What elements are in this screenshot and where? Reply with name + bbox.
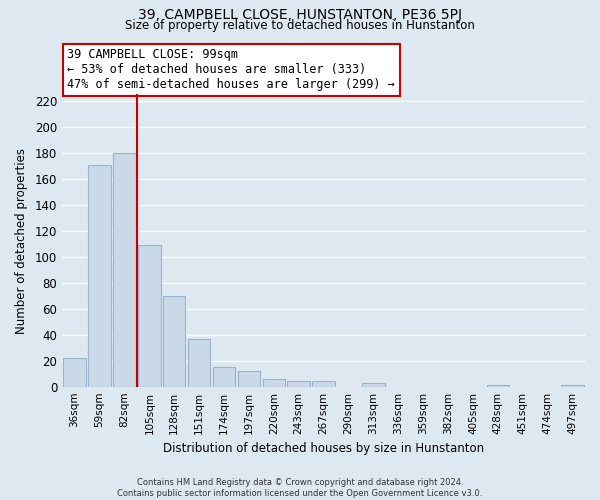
Bar [64,358,86,386]
Text: 39, CAMPBELL CLOSE, HUNSTANTON, PE36 5PJ: 39, CAMPBELL CLOSE, HUNSTANTON, PE36 5PJ [138,8,462,22]
Bar [138,245,161,386]
Bar [263,379,285,386]
Bar [362,383,385,386]
Text: Contains HM Land Registry data © Crown copyright and database right 2024.
Contai: Contains HM Land Registry data © Crown c… [118,478,482,498]
Bar [163,296,185,386]
Bar [188,338,211,386]
Bar [113,153,136,386]
X-axis label: Distribution of detached houses by size in Hunstanton: Distribution of detached houses by size … [163,442,484,455]
Bar [287,382,310,386]
Bar [213,367,235,386]
Bar [88,164,111,386]
Text: Size of property relative to detached houses in Hunstanton: Size of property relative to detached ho… [125,18,475,32]
Y-axis label: Number of detached properties: Number of detached properties [15,148,28,334]
Bar [238,371,260,386]
Bar [313,382,335,386]
Text: 39 CAMPBELL CLOSE: 99sqm
← 53% of detached houses are smaller (333)
47% of semi-: 39 CAMPBELL CLOSE: 99sqm ← 53% of detach… [67,48,395,92]
